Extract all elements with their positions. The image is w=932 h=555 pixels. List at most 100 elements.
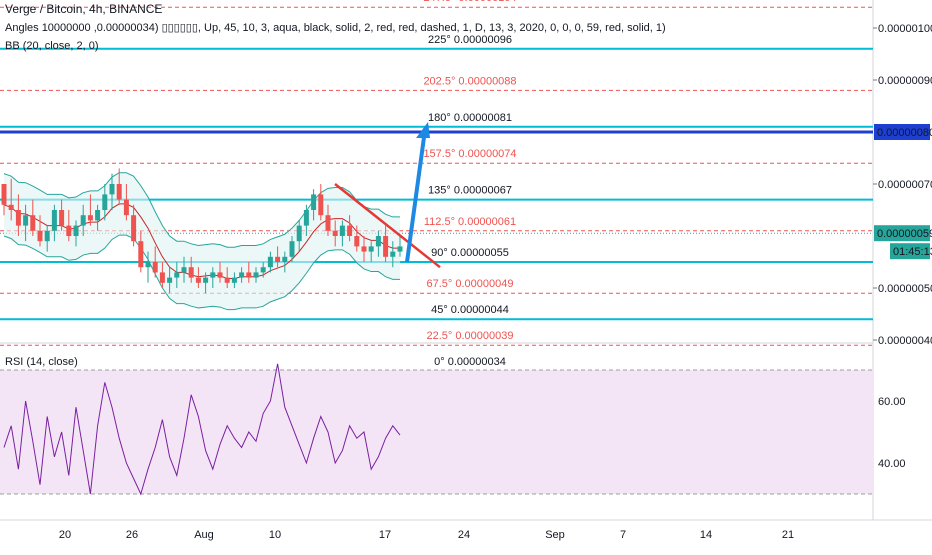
indicator-angles-label[interactable]: Angles 10000000 ,0.00000034) ▯▯▯▯▯▯, Up,… <box>5 22 666 34</box>
candle-body[interactable] <box>80 215 86 226</box>
candle-body[interactable] <box>195 277 201 283</box>
candle-body[interactable] <box>224 277 230 283</box>
time-tick-label: 26 <box>126 529 138 541</box>
candle-body[interactable] <box>37 230 43 242</box>
angle-level-label: 90° 0.00000055 <box>431 247 509 259</box>
candle-body[interactable] <box>217 272 223 278</box>
candle-body[interactable] <box>131 215 137 242</box>
angle-level-label: 247.5° 0.00000104 <box>423 0 516 4</box>
candle-body[interactable] <box>116 184 122 200</box>
candle-body[interactable] <box>282 256 288 262</box>
candle-body[interactable] <box>66 225 72 236</box>
candle-body[interactable] <box>1 184 7 205</box>
candle-body[interactable] <box>87 215 93 221</box>
time-tick-label: 21 <box>782 529 794 541</box>
candle-body[interactable] <box>383 236 389 257</box>
price-tick-label: 0.00000050 <box>878 283 932 295</box>
prediction-arrow[interactable] <box>405 136 426 263</box>
candle-body[interactable] <box>167 277 173 283</box>
candle-body[interactable] <box>44 230 50 242</box>
candle-body[interactable] <box>390 251 396 257</box>
candle-body[interactable] <box>318 194 324 216</box>
candle-body[interactable] <box>267 256 273 268</box>
candle-body[interactable] <box>59 210 65 226</box>
candle-body[interactable] <box>397 246 403 252</box>
candle-body[interactable] <box>303 210 309 226</box>
badge-timer-label: 01:45:13 <box>893 246 932 258</box>
candle-body[interactable] <box>325 215 331 231</box>
candle-body[interactable] <box>368 246 374 252</box>
candle-body[interactable] <box>354 236 360 247</box>
bb-lower-band <box>3 234 400 311</box>
candle-body[interactable] <box>23 215 29 226</box>
price-tick-label: 0.00000100 <box>878 23 932 35</box>
candle-body[interactable] <box>123 199 129 216</box>
price-tick-label: 0.00000040 <box>878 335 932 347</box>
candle-body[interactable] <box>239 272 245 278</box>
candle-body[interactable] <box>95 210 101 221</box>
angle-level-label: 135° 0.00000067 <box>428 185 512 197</box>
bb-fill <box>4 172 400 310</box>
candle-body[interactable] <box>275 256 281 262</box>
badge-resistance <box>874 124 930 140</box>
time-tick-label: 7 <box>620 529 626 541</box>
candle-body[interactable] <box>138 241 144 268</box>
badge-resistance-label: 0.00000080 <box>877 127 932 139</box>
candle-body[interactable] <box>73 225 79 236</box>
candle-body[interactable] <box>289 241 295 257</box>
candle-body[interactable] <box>30 215 36 231</box>
candle-body[interactable] <box>339 225 345 236</box>
candle-body[interactable] <box>181 267 187 273</box>
time-tick-label: 20 <box>59 529 71 541</box>
candle-body[interactable] <box>210 272 216 278</box>
candle-body[interactable] <box>15 210 21 226</box>
badge-last-price-label: 0.00000059 <box>877 228 932 240</box>
candle-body[interactable] <box>159 272 165 283</box>
badge-last-price <box>874 225 930 242</box>
candle-body[interactable] <box>102 194 108 210</box>
indicator-bb-label[interactable]: BB (20, close, 2, 0) <box>5 40 99 52</box>
angle-level-label: 0° 0.00000034 <box>434 356 506 368</box>
candle-body[interactable] <box>361 246 367 252</box>
time-tick-label: 17 <box>379 529 391 541</box>
indicator-rsi-label[interactable]: RSI (14, close) <box>5 356 78 368</box>
angle-level-label: 180° 0.00000081 <box>428 112 512 124</box>
time-tick-label: 14 <box>700 529 712 541</box>
candle-body[interactable] <box>246 272 252 278</box>
candle-body[interactable] <box>311 194 317 210</box>
time-tick-label: Aug <box>194 529 214 541</box>
candle-body[interactable] <box>296 225 302 242</box>
angle-level-label: 157.5° 0.00000074 <box>423 148 516 160</box>
candle-body[interactable] <box>332 230 338 236</box>
candle-body[interactable] <box>203 277 209 283</box>
candle-body[interactable] <box>260 267 266 273</box>
candle-body[interactable] <box>253 272 259 278</box>
rsi-band <box>0 370 873 494</box>
angle-level-label: 202.5° 0.00000088 <box>423 75 516 87</box>
price-tick-label: 0.00000070 <box>878 179 932 191</box>
candle-body[interactable] <box>8 204 14 210</box>
rsi-tick-label: 60.00 <box>878 396 906 408</box>
candle-body[interactable] <box>51 210 57 231</box>
time-tick-label: 10 <box>269 529 281 541</box>
rsi-tick-label: 40.00 <box>878 458 906 470</box>
candle-body[interactable] <box>347 225 353 236</box>
trendline[interactable] <box>334 183 441 269</box>
candle-body[interactable] <box>109 184 115 195</box>
bb-upper-band <box>3 172 400 248</box>
candle-body[interactable] <box>174 272 180 278</box>
angle-level-label: 225° 0.00000096 <box>428 34 512 46</box>
rsi-line <box>3 363 401 496</box>
symbol-title[interactable]: Verge / Bitcoin, 4h, BINANCE <box>5 2 163 16</box>
arrow-head-icon <box>416 122 430 138</box>
candle-body[interactable] <box>188 267 194 278</box>
candle-body[interactable] <box>375 236 381 247</box>
candle-body[interactable] <box>145 262 151 268</box>
candle-body[interactable] <box>231 277 237 283</box>
candle-body[interactable] <box>152 262 158 273</box>
angle-level-label: 22.5° 0.00000039 <box>427 330 514 342</box>
time-tick-label: Sep <box>545 529 565 541</box>
badge-timer <box>890 243 930 260</box>
